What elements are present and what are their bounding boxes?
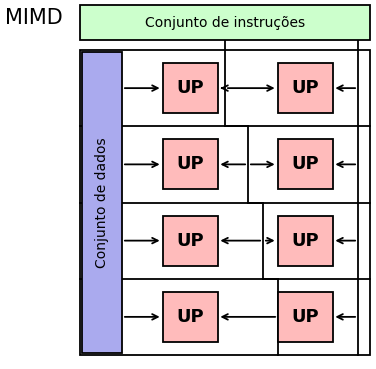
Bar bbox=[277, 139, 332, 189]
Text: UP: UP bbox=[176, 79, 204, 97]
Bar bbox=[162, 139, 217, 189]
Bar bbox=[277, 215, 332, 266]
Text: Conjunto de instruções: Conjunto de instruções bbox=[145, 15, 305, 30]
Text: UP: UP bbox=[176, 232, 204, 249]
Bar bbox=[162, 63, 217, 113]
Text: UP: UP bbox=[291, 308, 319, 326]
Text: UP: UP bbox=[176, 308, 204, 326]
Text: UP: UP bbox=[291, 155, 319, 173]
Bar bbox=[82, 52, 122, 353]
Bar bbox=[80, 5, 370, 40]
Bar bbox=[277, 63, 332, 113]
Bar bbox=[80, 50, 370, 355]
Text: MIMD: MIMD bbox=[5, 8, 63, 28]
Text: Conjunto de dados: Conjunto de dados bbox=[95, 137, 109, 268]
Bar bbox=[162, 215, 217, 266]
Bar bbox=[162, 292, 217, 342]
Text: UP: UP bbox=[291, 79, 319, 97]
Bar bbox=[277, 292, 332, 342]
Text: UP: UP bbox=[176, 155, 204, 173]
Text: UP: UP bbox=[291, 232, 319, 249]
